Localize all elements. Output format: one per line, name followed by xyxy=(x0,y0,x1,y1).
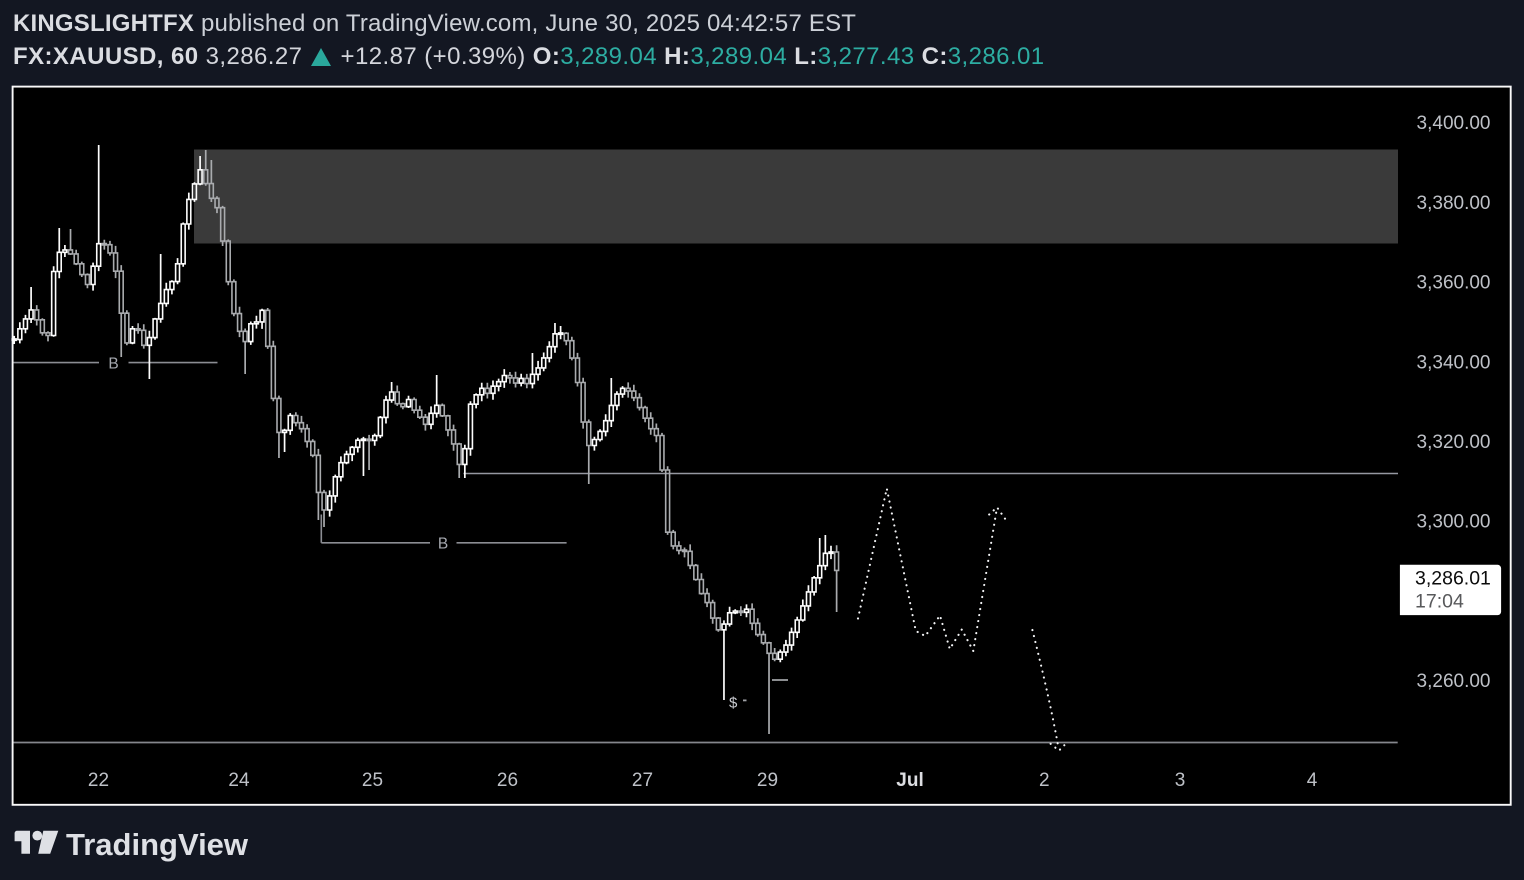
svg-text:3,300.00: 3,300.00 xyxy=(1417,512,1491,533)
svg-text:B: B xyxy=(438,536,448,553)
svg-text:B: B xyxy=(108,355,118,372)
svg-text:3,340.00: 3,340.00 xyxy=(1417,352,1491,373)
svg-text:2: 2 xyxy=(1039,770,1050,791)
svg-text:25: 25 xyxy=(362,770,383,791)
svg-text:3,360.00: 3,360.00 xyxy=(1417,273,1491,294)
svg-text:3,260.00: 3,260.00 xyxy=(1417,671,1491,692)
svg-text:27: 27 xyxy=(632,770,653,791)
svg-text:Jul: Jul xyxy=(896,770,923,791)
svg-text:3,320.00: 3,320.00 xyxy=(1417,432,1491,453)
svg-text:3: 3 xyxy=(1175,770,1186,791)
svg-text:3,400.00: 3,400.00 xyxy=(1417,113,1491,134)
svg-text:24: 24 xyxy=(228,770,250,791)
svg-text:4: 4 xyxy=(1307,770,1318,791)
svg-text:$: $ xyxy=(729,695,738,712)
svg-text:22: 22 xyxy=(88,770,109,791)
svg-text:17:04: 17:04 xyxy=(1415,591,1464,613)
svg-text:26: 26 xyxy=(497,770,518,791)
svg-text:29: 29 xyxy=(757,770,778,791)
svg-text:3,286.01: 3,286.01 xyxy=(1415,568,1491,590)
svg-text:3,380.00: 3,380.00 xyxy=(1417,193,1491,214)
